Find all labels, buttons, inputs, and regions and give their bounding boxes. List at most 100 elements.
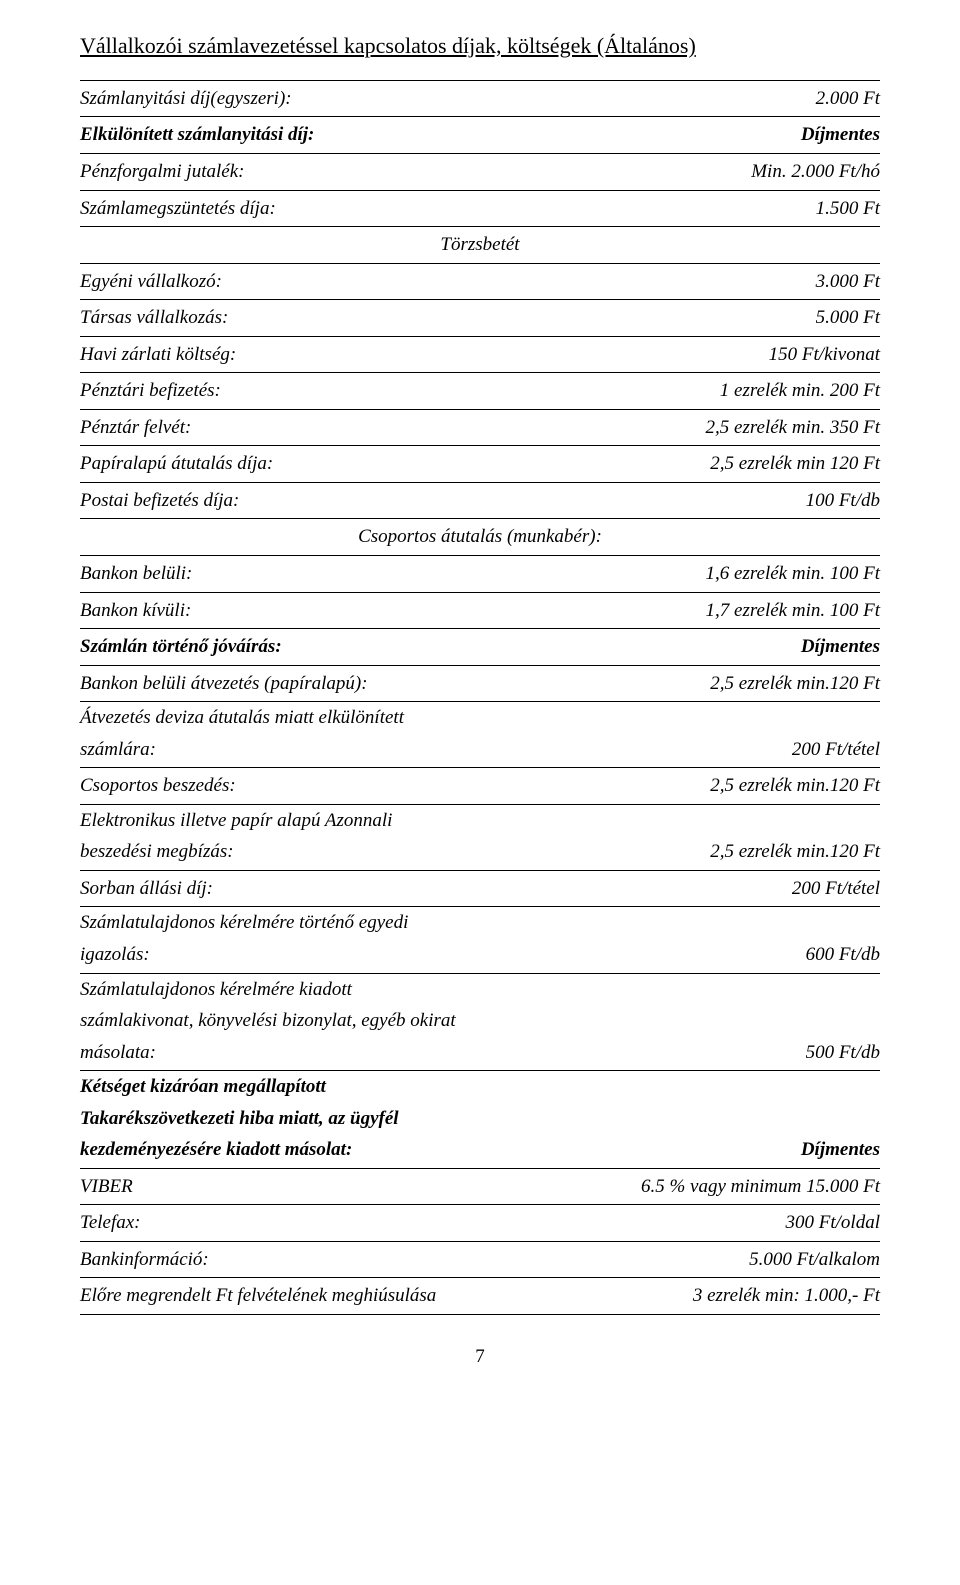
table-row: Bankon belüli átvezetés (papíralapú):2,5… <box>80 666 880 703</box>
table-row: Számlanyitási díj(egyszeri):2.000 Ft <box>80 81 880 118</box>
multiline-last-row: másolata: 500 Ft/db <box>80 1037 880 1071</box>
table-row: Postai befizetés díja:100 Ft/db <box>80 483 880 520</box>
row-label: kezdeményezésére kiadott másolat: <box>80 1136 352 1164</box>
table-row: Elkülönített számlanyitási díj:Díjmentes <box>80 117 880 154</box>
row-label: Pénztár felvét: <box>80 414 686 442</box>
row-label: Postai befizetés díja: <box>80 487 786 515</box>
rows-group-5: Sorban állási díj:200 Ft/tétel <box>80 871 880 908</box>
row-label: Egyéni vállalkozó: <box>80 268 796 296</box>
row-label: beszedési megbízás: <box>80 838 234 866</box>
row-value: 3 ezrelék min: 1.000,- Ft <box>673 1282 880 1310</box>
row-label: Bankon kívüli: <box>80 597 686 625</box>
row-value: 600 Ft/db <box>806 941 880 969</box>
row-value: 1.500 Ft <box>796 195 880 223</box>
row-label: Bankinformáció: <box>80 1246 729 1274</box>
table-row: Havi zárlati költség:150 Ft/kivonat <box>80 337 880 374</box>
row-value: Min. 2.000 Ft/hó <box>731 158 880 186</box>
section-heading-csoportos: Csoportos átutalás (munkabér): <box>80 519 880 556</box>
multiline-block-3: Számlatulajdonos kérelmére történő egyed… <box>80 907 880 973</box>
page-title: Vállalkozói számlavezetéssel kapcsolatos… <box>80 30 880 62</box>
row-value: 6.5 % vagy minimum 15.000 Ft <box>621 1173 880 1201</box>
multiline-text: Elektronikus illetve papír alapú Azonnal… <box>80 805 880 837</box>
row-label: Elkülönített számlanyitási díj: <box>80 121 781 149</box>
row-label: Pénztári befizetés: <box>80 377 700 405</box>
table-row: Pénztári befizetés:1 ezrelék min. 200 Ft <box>80 373 880 410</box>
row-value: 500 Ft/db <box>806 1039 880 1067</box>
row-label: Pénzforgalmi jutalék: <box>80 158 731 186</box>
row-value: 1,6 ezrelék min. 100 Ft <box>686 560 880 588</box>
table-row: Számlamegszüntetés díja:1.500 Ft <box>80 191 880 228</box>
row-label: Bankon belüli átvezetés (papíralapú): <box>80 670 690 698</box>
table-row: Számlán történő jóváírás:Díjmentes <box>80 629 880 666</box>
table-row: Társas vállalkozás:5.000 Ft <box>80 300 880 337</box>
row-label: Bankon belüli: <box>80 560 686 588</box>
multiline-text: Számlatulajdonos kérelmére történő egyed… <box>80 907 880 939</box>
row-value: Díjmentes <box>781 633 880 661</box>
multiline-text: Átvezetés deviza átutalás miatt elkülöní… <box>80 702 880 734</box>
row-label: Sorban állási díj: <box>80 875 772 903</box>
table-row: Csoportos beszedés:2,5 ezrelék min.120 F… <box>80 768 880 805</box>
multiline-block-2: Elektronikus illetve papír alapú Azonnal… <box>80 805 880 871</box>
row-value: Díjmentes <box>781 121 880 149</box>
multiline-block-1: Átvezetés deviza átutalás miatt elkülöní… <box>80 702 880 768</box>
rows-group-2: Egyéni vállalkozó:3.000 FtTársas vállalk… <box>80 264 880 520</box>
multiline-last-row: igazolás: 600 Ft/db <box>80 939 880 973</box>
row-value: 1 ezrelék min. 200 Ft <box>700 377 880 405</box>
rows-group-3: Bankon belüli:1,6 ezrelék min. 100 FtBan… <box>80 556 880 702</box>
table-row: Papíralapú átutalás díja:2,5 ezrelék min… <box>80 446 880 483</box>
row-label: másolata: <box>80 1039 156 1067</box>
table-row: Sorban állási díj:200 Ft/tétel <box>80 871 880 908</box>
row-value: 3.000 Ft <box>796 268 880 296</box>
row-value: 100 Ft/db <box>786 487 880 515</box>
row-value: 5.000 Ft <box>796 304 880 332</box>
row-value: 300 Ft/oldal <box>766 1209 880 1237</box>
multiline-last-row: kezdeményezésére kiadott másolat: Díjment… <box>80 1134 880 1168</box>
row-value: 200 Ft/tétel <box>792 736 880 764</box>
table-row: Telefax:300 Ft/oldal <box>80 1205 880 1242</box>
section-heading-torzsbetet: Törzsbetét <box>80 227 880 264</box>
multiline-last-row: beszedési megbízás: 2,5 ezrelék min.120 F… <box>80 836 880 870</box>
rows-group-1: Számlanyitási díj(egyszeri):2.000 FtElkü… <box>80 80 880 227</box>
row-value: 200 Ft/tétel <box>772 875 880 903</box>
rows-group-4: Csoportos beszedés:2,5 ezrelék min.120 F… <box>80 768 880 805</box>
row-value: 5.000 Ft/alkalom <box>729 1246 880 1274</box>
table-row: Bankinformáció:5.000 Ft/alkalom <box>80 1242 880 1279</box>
multiline-block-4: Számlatulajdonos kérelmére kiadottszámla… <box>80 974 880 1072</box>
row-value: 2,5 ezrelék min.120 Ft <box>690 772 880 800</box>
table-row: Bankon kívüli:1,7 ezrelék min. 100 Ft <box>80 593 880 630</box>
row-value: Díjmentes <box>801 1136 880 1164</box>
multiline-text: Számlatulajdonos kérelmére kiadott <box>80 974 880 1006</box>
row-label: VIBER <box>80 1173 621 1201</box>
table-row: Előre megrendelt Ft felvételének meghiús… <box>80 1278 880 1315</box>
multiline-text: számlakivonat, könyvelési bizonylat, egy… <box>80 1005 880 1037</box>
row-label: Előre megrendelt Ft felvételének meghiús… <box>80 1282 673 1310</box>
row-label: igazolás: <box>80 941 150 969</box>
multiline-text: Kétséget kizáróan megállapított <box>80 1071 880 1103</box>
row-value: 1,7 ezrelék min. 100 Ft <box>686 597 880 625</box>
row-label: Havi zárlati költség: <box>80 341 749 369</box>
table-row: Pénztár felvét:2,5 ezrelék min. 350 Ft <box>80 410 880 447</box>
row-label: Számlamegszüntetés díja: <box>80 195 796 223</box>
table-row: VIBER6.5 % vagy minimum 15.000 Ft <box>80 1169 880 1206</box>
row-value: 150 Ft/kivonat <box>749 341 880 369</box>
multiline-text: Takarékszövetkezeti hiba miatt, az ügyfé… <box>80 1103 880 1135</box>
row-value: 2,5 ezrelék min 120 Ft <box>690 450 880 478</box>
table-row: Bankon belüli:1,6 ezrelék min. 100 Ft <box>80 556 880 593</box>
row-value: 2,5 ezrelék min.120 Ft <box>710 838 880 866</box>
table-row: Egyéni vállalkozó:3.000 Ft <box>80 264 880 301</box>
row-label: Telefax: <box>80 1209 766 1237</box>
page-number: 7 <box>80 1343 880 1371</box>
rows-group-6: VIBER6.5 % vagy minimum 15.000 FtTelefax… <box>80 1169 880 1315</box>
row-label: Számlán történő jóváírás: <box>80 633 781 661</box>
row-label: Társas vállalkozás: <box>80 304 796 332</box>
row-value: 2,5 ezrelék min. 350 Ft <box>686 414 880 442</box>
row-label: számlára: <box>80 736 156 764</box>
row-label: Papíralapú átutalás díja: <box>80 450 690 478</box>
row-label: Csoportos beszedés: <box>80 772 690 800</box>
row-value: 2,5 ezrelék min.120 Ft <box>690 670 880 698</box>
row-value: 2.000 Ft <box>796 85 880 113</box>
table-row: Pénzforgalmi jutalék:Min. 2.000 Ft/hó <box>80 154 880 191</box>
row-label: Számlanyitási díj(egyszeri): <box>80 85 796 113</box>
multiline-last-row: számlára: 200 Ft/tétel <box>80 734 880 768</box>
multiline-block-5: Kétséget kizáróan megállapítottTakaréksz… <box>80 1071 880 1169</box>
